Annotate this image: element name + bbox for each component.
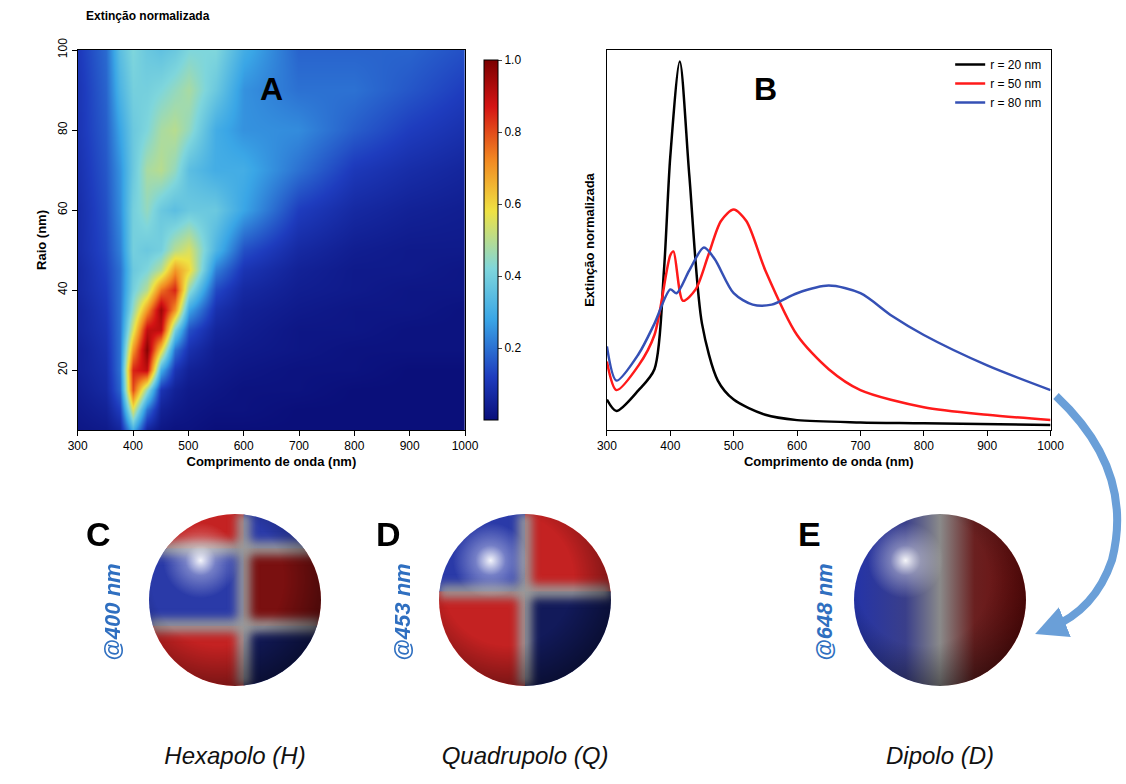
svg-text:800: 800 xyxy=(914,439,934,453)
svg-text:0.2: 0.2 xyxy=(504,341,521,355)
svg-text:300: 300 xyxy=(68,439,88,453)
svg-text:Quadrupolo (Q): Quadrupolo (Q) xyxy=(442,742,609,769)
svg-text:Extinção normalizada: Extinção normalizada xyxy=(582,172,597,306)
svg-text:900: 900 xyxy=(977,439,997,453)
svg-text:Extinção normalizada: Extinção normalizada xyxy=(86,9,210,23)
svg-text:60: 60 xyxy=(56,201,70,215)
svg-text:Comprimento de onda (nm): Comprimento de onda (nm) xyxy=(187,454,357,469)
svg-text:1000: 1000 xyxy=(452,439,479,453)
svg-text:20: 20 xyxy=(56,361,70,375)
svg-text:@648 nm: @648 nm xyxy=(812,563,837,660)
svg-text:300: 300 xyxy=(597,439,617,453)
svg-text:400: 400 xyxy=(123,439,143,453)
svg-text:500: 500 xyxy=(178,439,198,453)
svg-text:0.6: 0.6 xyxy=(504,197,521,211)
svg-text:Hexapolo (H): Hexapolo (H) xyxy=(164,742,305,769)
svg-text:E: E xyxy=(798,515,821,553)
svg-text:0.8: 0.8 xyxy=(504,125,521,139)
svg-text:500: 500 xyxy=(724,439,744,453)
svg-text:Raio (nm): Raio (nm) xyxy=(34,210,49,270)
svg-text:D: D xyxy=(376,515,401,553)
svg-text:40: 40 xyxy=(56,281,70,295)
svg-text:r = 50 nm: r = 50 nm xyxy=(990,77,1041,91)
svg-text:r = 20 nm: r = 20 nm xyxy=(990,58,1041,72)
svg-text:r = 80 nm: r = 80 nm xyxy=(990,96,1041,110)
svg-text:700: 700 xyxy=(850,439,870,453)
svg-text:600: 600 xyxy=(787,439,807,453)
svg-text:Comprimento de onda (nm): Comprimento de onda (nm) xyxy=(744,454,914,469)
svg-text:Dipolo (D): Dipolo (D) xyxy=(886,742,994,769)
svg-text:700: 700 xyxy=(289,439,309,453)
svg-text:1.0: 1.0 xyxy=(504,53,521,67)
svg-text:@453 nm: @453 nm xyxy=(390,563,415,660)
svg-text:@400 nm: @400 nm xyxy=(100,563,125,660)
svg-text:80: 80 xyxy=(56,121,70,135)
svg-text:0.4: 0.4 xyxy=(504,269,521,283)
svg-text:A: A xyxy=(260,71,283,107)
svg-text:900: 900 xyxy=(400,439,420,453)
svg-text:B: B xyxy=(754,71,777,107)
svg-text:1000: 1000 xyxy=(1037,439,1064,453)
svg-text:C: C xyxy=(86,515,111,553)
svg-text:100: 100 xyxy=(56,38,70,58)
svg-text:600: 600 xyxy=(234,439,254,453)
svg-text:400: 400 xyxy=(660,439,680,453)
svg-text:800: 800 xyxy=(344,439,364,453)
